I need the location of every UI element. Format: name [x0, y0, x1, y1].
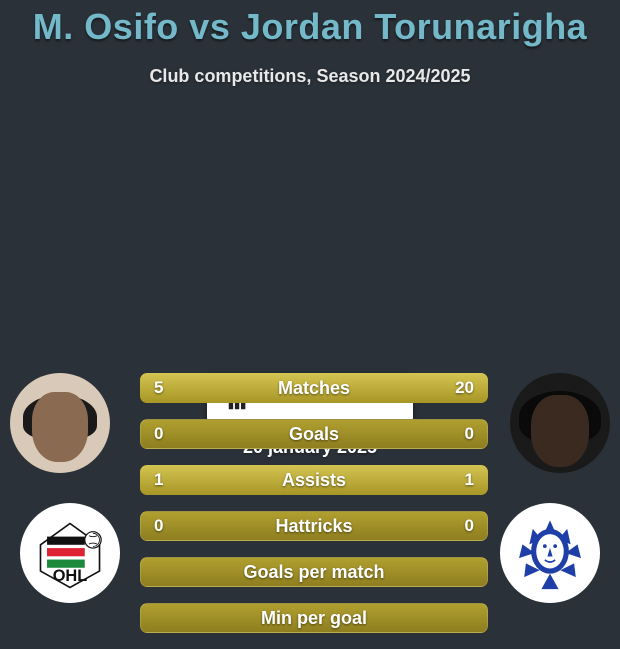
subtitle: Club competitions, Season 2024/2025: [0, 66, 620, 87]
comparison-stage: OHL 520Matches00: [0, 373, 620, 458]
stat-row-matches: 520Matches: [140, 373, 488, 403]
player-right-avatar: [510, 373, 610, 473]
stat-label: Assists: [140, 465, 488, 495]
gent-logo-icon: [507, 510, 593, 596]
stat-label: Matches: [140, 373, 488, 403]
club-right-logo: [500, 503, 600, 603]
ohl-logo-icon: OHL: [29, 512, 111, 594]
stat-row-min-per-goal: Min per goal: [140, 603, 488, 633]
club-left-logo: OHL: [20, 503, 120, 603]
svg-text:OHL: OHL: [53, 567, 88, 585]
stat-row-goals: 00Goals: [140, 419, 488, 449]
stat-label: Hattricks: [140, 511, 488, 541]
stat-label: Goals per match: [140, 557, 488, 587]
stat-row-hattricks: 00Hattricks: [140, 511, 488, 541]
stat-label: Min per goal: [140, 603, 488, 633]
stat-row-goals-per-match: Goals per match: [140, 557, 488, 587]
page-title: M. Osifo vs Jordan Torunarigha: [0, 0, 620, 48]
player-left-avatar: [10, 373, 110, 473]
stat-row-assists: 11Assists: [140, 465, 488, 495]
stat-label: Goals: [140, 419, 488, 449]
stat-bars: 520Matches 00Goals 11Assists 00Hattricks Goa…: [140, 373, 488, 649]
